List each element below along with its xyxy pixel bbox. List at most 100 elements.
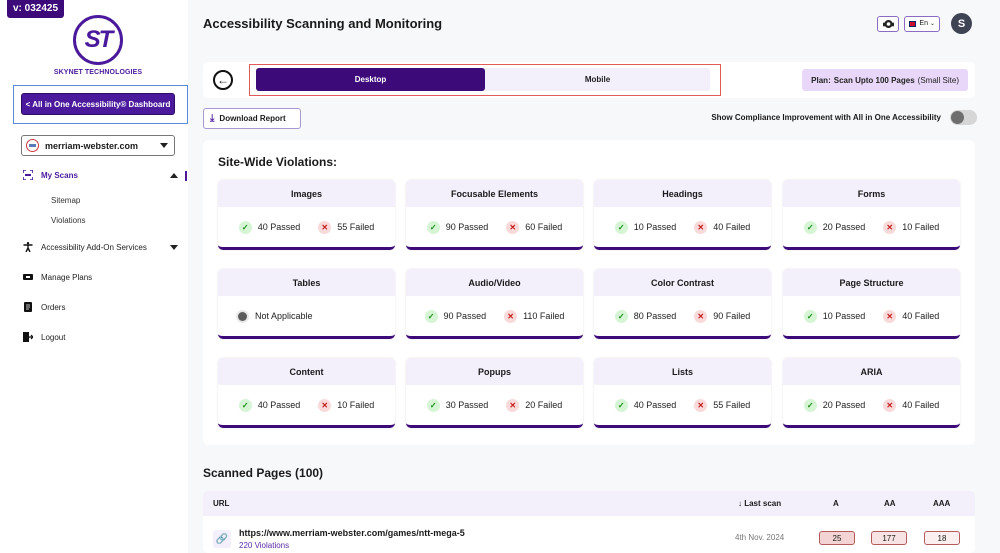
tab-desktop[interactable]: Desktop <box>256 68 485 91</box>
violation-card-aria[interactable]: ARIA ✓ 20 Passed ✕ 40 Failed <box>783 358 960 428</box>
passed-stat: ✓ 10 Passed <box>803 309 866 323</box>
failed-stat: ✕ 40 Failed <box>883 398 939 412</box>
site-favicon-icon <box>26 139 39 152</box>
passed-count: 90 Passed <box>443 311 487 321</box>
check-icon: ✓ <box>803 398 817 412</box>
language-value: En <box>919 20 928 27</box>
card-title: Popups <box>406 358 583 385</box>
headset-icon <box>882 19 894 28</box>
main-content: Accessibility Scanning and Monitoring En… <box>188 0 1000 553</box>
violation-card-tables[interactable]: Tables Not Applicable <box>218 269 395 339</box>
violation-card-popups[interactable]: Popups ✓ 30 Passed ✕ 20 Failed <box>406 358 583 428</box>
violation-card-page-structure[interactable]: Page Structure ✓ 10 Passed ✕ 40 Failed <box>783 269 960 339</box>
violation-card-content[interactable]: Content ✓ 40 Passed ✕ 10 Failed <box>218 358 395 428</box>
x-icon: ✕ <box>694 398 708 412</box>
sidebar-item-orders[interactable]: Orders <box>23 300 65 314</box>
header-actions: En ⌄ S <box>877 13 972 34</box>
device-tab-bar: ← Desktop Mobile Plan: Scan Upto 100 Pag… <box>203 62 975 98</box>
x-icon: ✕ <box>318 220 332 234</box>
site-select[interactable]: merriam-webster.com <box>21 135 175 156</box>
dashboard-button[interactable]: < All in One Accessibility® Dashboard <box>21 93 175 115</box>
x-icon: ✕ <box>506 398 520 412</box>
passed-count: 10 Passed <box>633 222 677 232</box>
card-stats: ✓ 40 Passed ✕ 55 Failed <box>594 385 771 425</box>
card-stats: ✓ 90 Passed ✕ 60 Failed <box>406 207 583 247</box>
passed-count: 90 Passed <box>445 222 489 232</box>
column-aa: AA <box>884 499 896 508</box>
violation-card-lists[interactable]: Lists ✓ 40 Passed ✕ 55 Failed <box>594 358 771 428</box>
card-stats: ✓ 20 Passed ✕ 10 Failed <box>783 207 960 247</box>
back-button[interactable]: ← <box>213 70 233 90</box>
card-stats: ✓ 80 Passed ✕ 90 Failed <box>594 296 771 336</box>
active-indicator <box>185 171 187 181</box>
chevron-up-icon[interactable] <box>170 173 178 178</box>
user-avatar[interactable]: S <box>951 13 972 34</box>
card-title: Page Structure <box>783 269 960 296</box>
card-stats: ✓ 40 Passed ✕ 55 Failed <box>218 207 395 247</box>
check-icon: ✓ <box>426 220 440 234</box>
violation-card-forms[interactable]: Forms ✓ 20 Passed ✕ 10 Failed <box>783 180 960 250</box>
passed-count: 20 Passed <box>822 222 866 232</box>
failed-stat: ✕ 55 Failed <box>318 220 375 234</box>
card-title: Lists <box>594 358 771 385</box>
section-title: Site-Wide Violations: <box>218 155 338 169</box>
sidebar-item-logout[interactable]: Logout <box>23 330 65 344</box>
logout-icon <box>23 332 33 342</box>
compliance-toggle[interactable] <box>950 110 977 125</box>
passed-stat: ✓ 40 Passed <box>614 398 676 412</box>
x-icon: ✕ <box>506 220 520 234</box>
violations-link[interactable]: 220 Violations <box>239 541 290 550</box>
version-badge: v: 032425 <box>7 0 65 18</box>
tab-mobile[interactable]: Mobile <box>584 75 611 84</box>
compliance-toggle-label: Show Compliance Improvement with All in … <box>711 113 941 122</box>
failed-count: 55 Failed <box>337 222 375 232</box>
violation-card-audio-video[interactable]: Audio/Video ✓ 90 Passed ✕ 110 Failed <box>406 269 583 339</box>
not-applicable-stat: Not Applicable <box>236 309 313 323</box>
card-stats: ✓ 20 Passed ✕ 40 Failed <box>783 385 960 425</box>
x-icon: ✕ <box>504 309 518 323</box>
accessibility-widget-button[interactable] <box>877 15 899 32</box>
level-aaa-count: 18 <box>924 531 960 545</box>
column-a: A <box>833 499 839 508</box>
check-icon: ✓ <box>803 309 817 323</box>
sidebar-item-my-scans[interactable]: My Scans <box>23 168 78 182</box>
violation-card-headings[interactable]: Headings ✓ 10 Passed ✕ 40 Failed <box>594 180 771 250</box>
column-aaa: AAA <box>933 499 951 508</box>
site-wide-violations-panel: Site-Wide Violations: Images ✓ 40 Passed … <box>203 140 975 445</box>
column-last-scan-sort[interactable]: ↓ Last scan <box>738 499 782 508</box>
chevron-down-icon[interactable] <box>170 245 178 250</box>
device-tabs: Desktop Mobile <box>256 68 710 91</box>
card-title: Forms <box>783 180 960 207</box>
download-report-button[interactable]: ⤓ Download Report <box>203 108 301 129</box>
sidebar-item-manage-plans[interactable]: Manage Plans <box>23 270 92 284</box>
accessibility-icon <box>23 242 33 252</box>
failed-count: 40 Failed <box>713 222 751 232</box>
passed-count: 10 Passed <box>822 311 866 321</box>
sidebar-item-violations[interactable]: Violations <box>51 216 86 225</box>
language-select[interactable]: En ⌄ <box>904 15 940 32</box>
passed-stat: ✓ 40 Passed <box>238 220 300 234</box>
link-icon[interactable]: 🔗 <box>213 530 231 548</box>
sidebar-item-sitemap[interactable]: Sitemap <box>51 196 81 205</box>
failed-count: 90 Failed <box>713 311 751 321</box>
page-url[interactable]: https://www.merriam-webster.com/games/nt… <box>239 528 465 538</box>
card-stats: ✓ 90 Passed ✕ 110 Failed <box>406 296 583 336</box>
check-icon: ✓ <box>614 398 628 412</box>
passed-count: 20 Passed <box>822 400 866 410</box>
x-icon: ✕ <box>883 309 897 323</box>
card-title: Color Contrast <box>594 269 771 296</box>
violation-card-images[interactable]: Images ✓ 40 Passed ✕ 55 Failed <box>218 180 395 250</box>
last-scan-date: 4th Nov. 2024 <box>735 533 785 542</box>
passed-stat: ✓ 20 Passed <box>803 220 866 234</box>
card-title: Images <box>218 180 395 207</box>
tabs-focus-outline <box>249 64 721 96</box>
sidebar-item-label: Accessibility Add-On Services <box>41 242 147 252</box>
card-title: ARIA <box>783 358 960 385</box>
page-title: Accessibility Scanning and Monitoring <box>203 16 443 31</box>
brand-logo[interactable]: ST SKYNET TECHNOLOGIES <box>53 15 143 81</box>
sidebar-item-addon-services[interactable]: Accessibility Add-On Services <box>23 240 147 254</box>
violation-card-color-contrast[interactable]: Color Contrast ✓ 80 Passed ✕ 90 Failed <box>594 269 771 339</box>
card-title: Headings <box>594 180 771 207</box>
violation-card-focusable-elements[interactable]: Focusable Elements ✓ 90 Passed ✕ 60 Failed <box>406 180 583 250</box>
passed-stat: ✓ 40 Passed <box>238 398 300 412</box>
